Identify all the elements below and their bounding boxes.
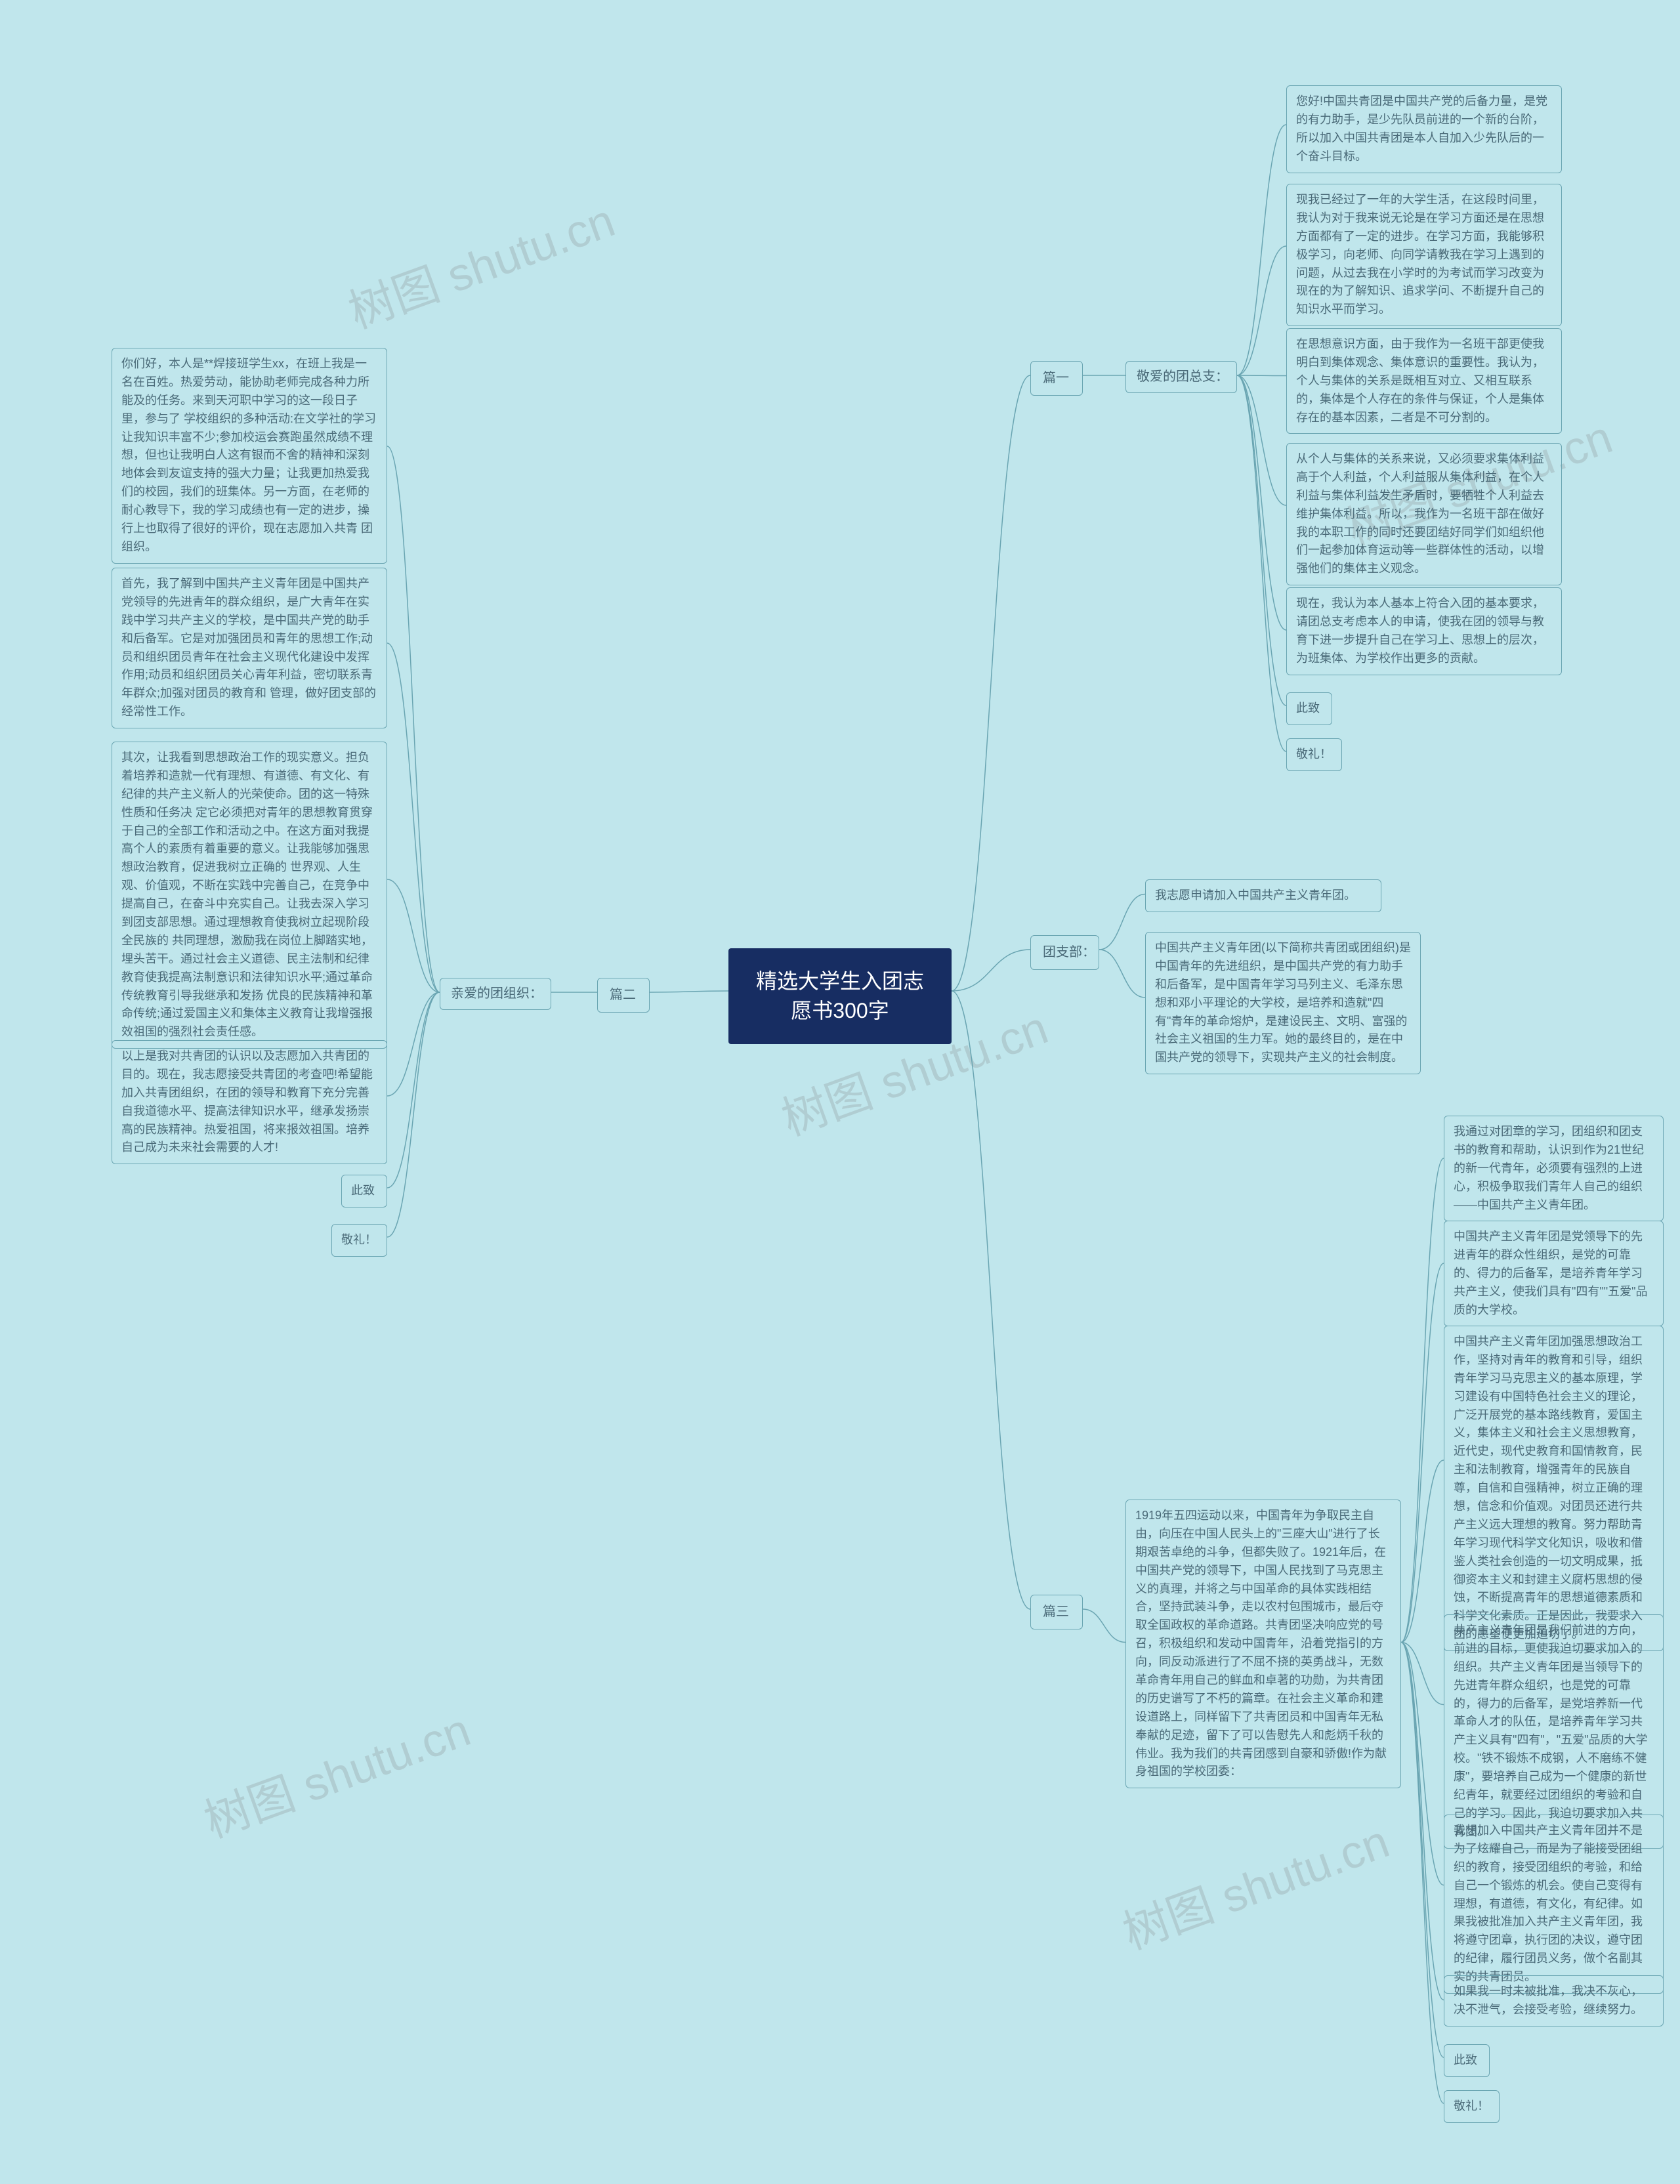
leaf-b3-4: 我想加入中国共产主义青年团并不是为了炫耀自己，而是为了能接受团组织的教育，接受团… — [1444, 1815, 1664, 1994]
leaf-b3-1: 中国共产主义青年团是党领导下的先进青年的群众性组织，是党的可靠的、得力的后备军，… — [1444, 1221, 1664, 1326]
leaf-b2-0: 你们好，本人是**焊接班学生xx，在班上我是一名在百姓。热爱劳动，能协助老师完成… — [112, 348, 387, 564]
center-node: 精选大学生入团志愿书300字 — [728, 948, 952, 1044]
sub-b1: 敬爱的团总支： — [1125, 361, 1237, 393]
leaf-b_sub-0: 我志愿申请加入中国共产主义青年团。 — [1145, 879, 1381, 912]
leaf-b3-6: 此致 — [1444, 2044, 1490, 2077]
leaf-b3-3: 共产主义青年团是我们前进的方向，前进的目标，更使我迫切要求加入的组织。共产主义青… — [1444, 1614, 1664, 1849]
leaf-b2-2: 其次，让我看到思想政治工作的现实意义。担负着培养和造就一代有理想、有道德、有文化… — [112, 742, 387, 1049]
branch-b_sub: 团支部： — [1030, 935, 1099, 970]
sub-b3: 1919年五四运动以来，中国青年为争取民主自由，向压在中国人民头上的"三座大山"… — [1125, 1500, 1401, 1788]
leaf-b1-1: 现我已经过了一年的大学生活，在这段时间里，我认为对于我来说无论是在学习方面还是在… — [1286, 184, 1562, 326]
leaf-b3-2: 中国共产主义青年团加强思想政治工作，坚持对青年的教育和引导，组织青年学习马克思主… — [1444, 1326, 1664, 1651]
leaf-b1-2: 在思想意识方面，由于我作为一名班干部更使我明白到集体观念、集体意识的重要性。我认… — [1286, 328, 1562, 434]
leaf-b_sub-1: 中国共产主义青年团(以下简称共青团或团组织)是中国青年的先进组织，是中国共产党的… — [1145, 932, 1421, 1074]
leaf-b3-5: 如果我一时未被批准，我决不灰心，决不泄气，会接受考验，继续努力。 — [1444, 1975, 1664, 2026]
watermark-text: 树图 shutu.cn — [194, 1694, 478, 1851]
leaf-b2-4: 此致 — [341, 1175, 387, 1208]
watermark-text: 树图 shutu.cn — [339, 184, 623, 342]
sub-b2: 亲爱的团组织： — [440, 978, 551, 1010]
leaf-b1-3: 从个人与集体的关系来说，又必须要求集体利益高于个人利益，个人利益服从集体利益，在… — [1286, 443, 1562, 585]
leaf-b3-7: 敬礼！ — [1444, 2090, 1500, 2123]
branch-b1: 篇一 — [1030, 361, 1083, 396]
mindmap-canvas: 树图 shutu.cn树图 shutu.cn树图 shutu.cn树图 shut… — [0, 0, 1680, 2184]
leaf-b1-6: 敬礼！ — [1286, 738, 1342, 771]
leaf-b1-0: 您好!中国共青团是中国共产党的后备力量，是党的有力助手，是少先队员前进的一个新的… — [1286, 85, 1562, 173]
leaf-b1-4: 现在，我认为本人基本上符合入团的基本要求，请团总支考虑本人的申请，使我在团的领导… — [1286, 587, 1562, 675]
leaf-b2-3: 以上是我对共青团的认识以及志愿加入共青团的目的。现在，我志愿接受共青团的考查吧!… — [112, 1040, 387, 1164]
leaf-b2-1: 首先，我了解到中国共产主义青年团是中国共产党领导的先进青年的群众组织，是广大青年… — [112, 568, 387, 728]
branch-b3: 篇三 — [1030, 1595, 1083, 1629]
watermark-text: 树图 shutu.cn — [1113, 1805, 1397, 1963]
leaf-b1-5: 此致 — [1286, 692, 1332, 725]
leaf-b2-5: 敬礼！ — [331, 1224, 387, 1257]
branch-b2: 篇二 — [597, 978, 650, 1013]
leaf-b3-0: 我通过对团章的学习，团组织和团支书的教育和帮助，认识到作为21世纪的新一代青年，… — [1444, 1116, 1664, 1221]
